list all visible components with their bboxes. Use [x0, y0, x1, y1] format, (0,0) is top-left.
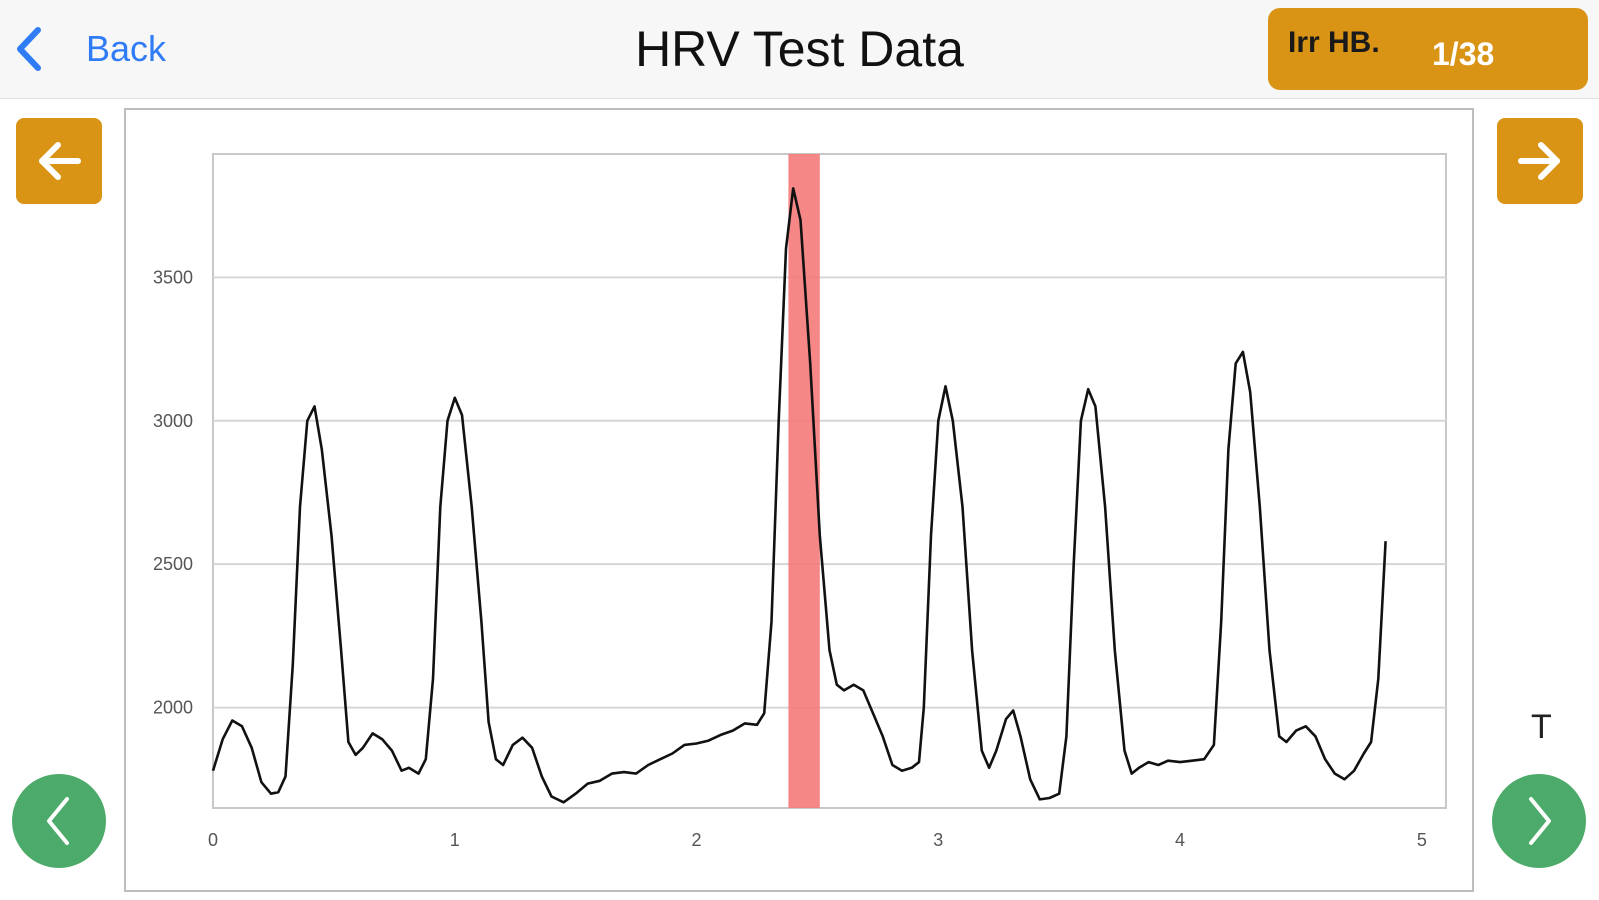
- x-tick-label: 1: [450, 830, 460, 850]
- chevron-left-icon: [47, 797, 69, 845]
- x-tick-label: 3: [933, 830, 943, 850]
- arrow-left-icon: [39, 142, 81, 180]
- y-tick-label: 2000: [153, 698, 193, 718]
- back-button[interactable]: Back: [12, 22, 166, 76]
- y-tick-label: 3500: [153, 267, 193, 287]
- x-tick-label: 0: [208, 830, 218, 850]
- scroll-right-button[interactable]: [1492, 774, 1586, 868]
- page-title: HRV Test Data: [635, 21, 964, 77]
- irregular-beat-highlight: [788, 154, 820, 808]
- y-tick-label: 3000: [153, 411, 193, 431]
- arrow-right-icon: [1518, 142, 1560, 180]
- x-tick-label: 4: [1175, 830, 1185, 850]
- hrv-chart[interactable]: 2000 2500 3000 3500 0 1 2 3 4 5: [124, 108, 1474, 892]
- time-axis-label: T: [1531, 708, 1552, 746]
- plot-area: [212, 153, 1447, 809]
- scroll-left-button[interactable]: [12, 774, 106, 868]
- navigation-bar: Back HRV Test Data Irr HB. 1/38: [0, 0, 1599, 99]
- x-tick-label: 2: [692, 830, 702, 850]
- chevron-left-icon: [17, 27, 41, 71]
- previous-irregular-button[interactable]: [16, 118, 102, 204]
- chevron-right-icon: [1529, 797, 1551, 845]
- irr-value: 1/38: [1432, 36, 1495, 72]
- hrv-series-line: [211, 187, 1387, 804]
- hrv-line-chart: 2000 2500 3000 3500 0 1 2 3 4 5: [153, 153, 1447, 850]
- irr-label: Irr HB.: [1288, 26, 1380, 59]
- y-tick-label: 2500: [153, 554, 193, 574]
- next-irregular-button[interactable]: [1497, 118, 1583, 204]
- back-label: Back: [86, 28, 167, 69]
- irregular-heartbeat-counter[interactable]: Irr HB. 1/38: [1268, 8, 1588, 90]
- x-tick-label: 5: [1417, 830, 1427, 850]
